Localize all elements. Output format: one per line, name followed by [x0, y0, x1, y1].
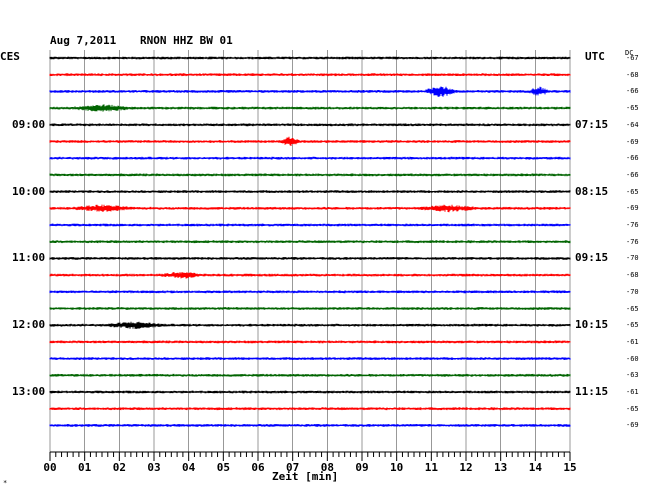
left-hour-label: 13:00: [12, 385, 46, 398]
trace-blue: [49, 156, 571, 160]
dc-label: DC: [625, 49, 634, 57]
dc-offset-label: -69: [626, 421, 639, 430]
dc-offset-label: -69: [626, 137, 639, 146]
time-gridlines: [49, 50, 571, 452]
dc-offset-label: -65: [626, 304, 639, 313]
left-hour-label: 11:00: [12, 251, 46, 265]
header-date: Aug 7,2011: [50, 34, 117, 47]
dc-offset-label: -61: [626, 388, 639, 396]
dc-offset-label: -70: [626, 254, 639, 263]
trace-black: [49, 190, 571, 193]
dc-offset-label: -65: [626, 404, 639, 413]
corner-mark: *: [3, 479, 8, 487]
dc-offset-label: -60: [626, 354, 639, 363]
right-hour-label: 07:15: [575, 117, 609, 131]
dc-offset-label: -68: [626, 271, 639, 280]
trace-red: [49, 272, 571, 279]
dc-offset-label: -68: [626, 70, 639, 79]
x-tick-label: 07: [286, 461, 299, 474]
trace-red: [49, 73, 571, 77]
trace-red: [49, 407, 571, 411]
x-tick-label: 09: [355, 461, 368, 474]
dc-offset-label: -67: [626, 54, 639, 62]
trace-black: [49, 56, 571, 60]
x-tick-label: 06: [251, 461, 265, 474]
x-tick-label: 12: [459, 461, 472, 474]
left-timezone-label: CES: [0, 50, 20, 63]
left-hour-label: 09:00: [12, 117, 46, 131]
right-hour-label: 09:15: [575, 251, 609, 265]
trace-blue: [49, 357, 571, 360]
x-tick-label: 15: [563, 461, 576, 474]
x-axis-label: Zeit [min]: [272, 470, 339, 483]
trace-blue: [49, 290, 571, 294]
dc-offset-label: -63: [626, 371, 639, 380]
dc-offset-label: -65: [626, 321, 639, 330]
dc-offset-label: -65: [626, 187, 639, 196]
dc-offset-label: -61: [626, 337, 639, 346]
trace-black: [49, 321, 571, 329]
x-tick-label: 10: [390, 461, 403, 474]
dc-offset-label: -66: [626, 170, 639, 179]
trace-green: [49, 173, 571, 177]
right-hour-label: 08:15: [575, 184, 609, 198]
trace-green: [49, 240, 571, 244]
trace-red: [49, 136, 571, 146]
dc-offset-label: -76: [626, 237, 639, 246]
trace-green: [49, 307, 571, 310]
trace-red: [49, 340, 571, 344]
left-hour-label: 10:00: [12, 184, 46, 198]
x-tick-label: 14: [529, 461, 543, 474]
x-tick-label: 13: [494, 461, 507, 474]
trace-blue: [49, 424, 571, 427]
x-tick-label: 01: [78, 461, 92, 474]
dc-offset-label: -66: [626, 154, 639, 163]
x-axis: 00 01 02 03 04 05 06 07 08 09 10 11 12 13 14 15: [43, 451, 577, 474]
trace-black: [49, 123, 571, 127]
seismic-traces: [49, 56, 571, 427]
x-tick-label: 03: [147, 461, 160, 474]
x-tick-label: 04: [182, 461, 196, 474]
dc-offset-label: -66: [626, 87, 639, 96]
trace-blue: [49, 86, 571, 97]
x-tick-label: 08: [321, 461, 334, 474]
trace-red: [49, 204, 571, 213]
x-tick-label: 00: [43, 461, 56, 474]
left-hour-label: 12:00: [12, 318, 46, 332]
right-timezone-label: UTC: [585, 50, 605, 63]
right-hour-label: 10:15: [575, 318, 609, 332]
x-tick-label: 02: [113, 461, 126, 474]
x-tick-label: 05: [217, 461, 230, 474]
trace-blue: [49, 223, 571, 227]
right-hour-label: 11:15: [575, 385, 609, 398]
trace-black: [49, 257, 571, 260]
x-tick-label: 11: [425, 461, 439, 474]
dc-offset-label: -65: [626, 104, 639, 113]
trace-black: [49, 390, 571, 394]
trace-green: [49, 373, 571, 377]
dc-offset-label: -70: [626, 287, 639, 296]
dc-offset-label: -69: [626, 204, 639, 213]
header-station: RNON HHZ BW 01: [140, 34, 233, 47]
dc-offset-label: -76: [626, 221, 639, 229]
dc-offset-label: -64: [626, 120, 639, 129]
trace-green: [49, 104, 571, 112]
